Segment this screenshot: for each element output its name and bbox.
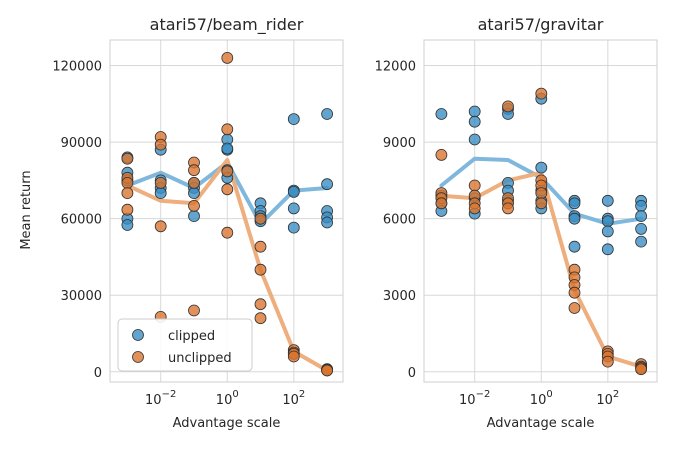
data-point-unclipped (121, 187, 134, 200)
data-point-clipped (321, 108, 334, 120)
y-tick-label: 90000 (61, 136, 102, 151)
data-point-unclipped (121, 203, 134, 216)
data-point-unclipped (121, 152, 134, 165)
chart-panel-0: 0 30000 60000 90000 120000 10−2 100 102 atari57/… (52, 15, 344, 431)
data-point-clipped (635, 199, 647, 212)
chart-title: atari57/beam_rider (150, 15, 304, 35)
data-point-unclipped (221, 226, 234, 239)
chart-title: atari57/gravitar (478, 15, 604, 34)
legend-marker-unclipped (132, 351, 144, 363)
data-point-unclipped (254, 263, 267, 276)
data-point-unclipped (188, 199, 200, 212)
data-point-clipped (121, 219, 134, 231)
y-tick-label: 120000 (52, 60, 102, 75)
data-point-unclipped (535, 197, 548, 210)
legend-label-unclipped: unclipped (168, 351, 232, 366)
data-point-unclipped (221, 52, 234, 64)
data-point-clipped (468, 133, 481, 146)
data-point-clipped (635, 222, 647, 235)
data-point-unclipped (221, 123, 234, 136)
data-point-unclipped (568, 302, 581, 314)
data-point-unclipped (121, 176, 134, 189)
y-tick-label: 0 (94, 366, 102, 381)
data-point-unclipped (221, 183, 234, 196)
data-point-unclipped (254, 240, 267, 253)
data-point-unclipped (154, 220, 167, 233)
data-point-unclipped (535, 87, 548, 100)
x-tick-label: 102 (282, 389, 305, 408)
data-point-unclipped (468, 179, 481, 192)
data-point-unclipped (435, 197, 448, 210)
data-point-clipped (287, 113, 300, 125)
legend-label-clipped: clipped (168, 329, 215, 344)
data-point-clipped (468, 105, 481, 118)
data-point-clipped (188, 210, 200, 223)
data-point-clipped (154, 187, 167, 200)
data-point-clipped (321, 178, 334, 191)
data-point-clipped (535, 161, 548, 174)
data-point-unclipped (154, 138, 167, 151)
y-tick-label: 6000 (383, 213, 416, 228)
plot-frame (109, 39, 344, 383)
data-point-clipped (635, 210, 647, 223)
data-point-unclipped (254, 312, 267, 325)
data-point-clipped (601, 215, 614, 228)
y-axis-label: Mean return (19, 170, 34, 249)
plot-frame (423, 39, 658, 383)
y-tick-label: 3000 (383, 289, 416, 304)
legend-box (117, 318, 253, 372)
data-point-unclipped (221, 165, 234, 178)
y-tick-label: 30000 (61, 289, 102, 304)
y-tick-label: 9000 (383, 136, 416, 151)
x-tick-label: 100 (216, 389, 239, 408)
x-axis-label: Advantage scale (173, 416, 281, 431)
chart-panel-1: 0 3000 6000 9000 12000 10−2 100 102 atari57/grav… (375, 15, 658, 431)
data-point-clipped (188, 187, 200, 200)
data-point-unclipped (468, 202, 481, 215)
data-point-unclipped (502, 202, 514, 215)
data-point-unclipped (254, 298, 267, 311)
data-point-unclipped (321, 364, 334, 377)
data-point-clipped (601, 243, 614, 256)
x-tick-label: 100 (530, 389, 553, 408)
data-point-clipped (568, 212, 581, 225)
data-point-clipped (221, 142, 234, 155)
data-point-unclipped (188, 304, 200, 317)
data-point-clipped (287, 221, 300, 234)
y-tick-label: 12000 (375, 60, 416, 75)
data-point-clipped (635, 235, 647, 248)
data-point-clipped (568, 240, 581, 253)
data-point-unclipped (435, 148, 448, 161)
data-point-clipped (601, 194, 614, 207)
x-axis-label: Advantage scale (487, 416, 595, 431)
data-point-unclipped (601, 355, 614, 368)
data-point-clipped (468, 115, 481, 128)
data-point-clipped (287, 202, 300, 215)
data-point-unclipped (188, 164, 200, 177)
x-tick-label: 10−2 (459, 389, 490, 408)
data-point-clipped (287, 185, 300, 198)
data-point-unclipped (635, 363, 647, 376)
legend-marker-clipped (132, 329, 144, 341)
data-point-clipped (435, 108, 448, 120)
data-point-unclipped (287, 350, 300, 363)
data-point-unclipped (535, 187, 548, 200)
legend: clipped unclipped (117, 318, 253, 372)
data-point-clipped (568, 197, 581, 210)
data-point-clipped (321, 216, 334, 229)
x-tick-label: 102 (596, 389, 619, 408)
data-point-unclipped (568, 286, 581, 299)
data-point-clipped (601, 225, 614, 238)
data-point-unclipped (254, 212, 267, 225)
y-tick-label: 0 (408, 366, 416, 381)
data-point-unclipped (502, 100, 514, 113)
data-point-unclipped (188, 176, 200, 189)
y-tick-label: 60000 (61, 213, 102, 228)
data-point-unclipped (154, 176, 167, 189)
x-tick-label: 10−2 (145, 389, 176, 408)
